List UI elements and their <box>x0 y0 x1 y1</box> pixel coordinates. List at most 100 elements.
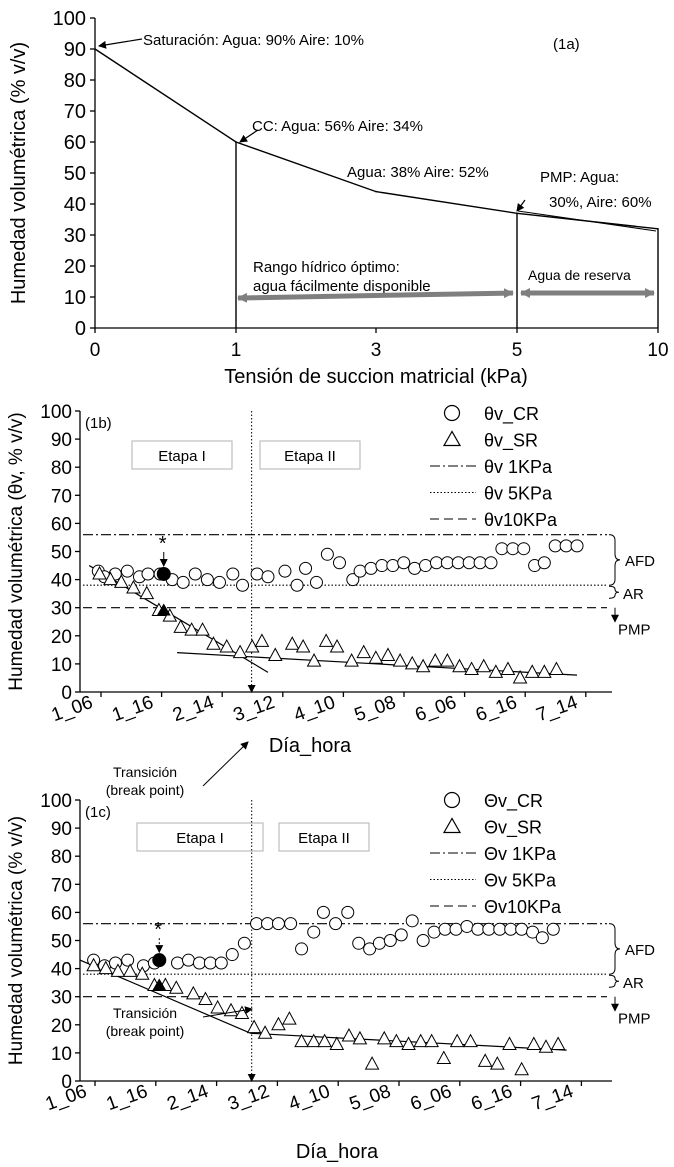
data-point <box>517 542 531 556</box>
data-point <box>261 917 275 931</box>
data-point <box>226 567 240 581</box>
chart-1b: 0 10 20 30 40 50 60 70 80 90 100 1_06 1_16 2_14 3_12 4_… <box>6 402 655 798</box>
data-point <box>299 561 313 575</box>
data-point <box>320 547 334 561</box>
legend-marker <box>443 404 461 422</box>
cc-label: CC: Agua: 56% Aire: 34% <box>252 118 423 135</box>
data-point <box>317 1033 332 1048</box>
y-tick-label: 100 <box>53 8 86 30</box>
data-point <box>290 578 304 592</box>
range-label-1: Rango hídrico óptimo: <box>253 259 400 276</box>
y-tick-label: 70 <box>64 101 86 123</box>
data-point <box>284 917 298 931</box>
y-axis-label: Humedad volumétrica (% v/v) <box>6 816 27 1065</box>
data-point <box>171 956 185 970</box>
data-point <box>122 963 138 977</box>
data-point <box>488 664 504 678</box>
data-point <box>306 1033 322 1048</box>
data-point <box>364 1056 380 1070</box>
x-tick-label: 3_12 <box>225 1081 272 1115</box>
x-axis-label: Tensión de succion matricial (kPa) <box>224 366 527 388</box>
y-tick-label: 30 <box>51 988 72 1009</box>
data-point <box>110 963 126 977</box>
data-point <box>559 539 573 553</box>
legend-label: Θv_SR <box>484 818 542 839</box>
x-axis-label: Día_hora <box>269 735 352 757</box>
data-point <box>364 561 378 575</box>
x-tick-label: 3_12 <box>231 692 278 726</box>
data-point <box>484 556 498 570</box>
y-tick-label: 90 <box>51 819 72 840</box>
x-tick-label: 10 <box>647 340 668 361</box>
data-point <box>462 556 476 570</box>
afd-label: AFD <box>625 942 655 959</box>
data-point <box>261 570 275 584</box>
data-point <box>537 556 551 570</box>
data-point <box>413 1033 429 1048</box>
afd-bracket <box>608 923 621 975</box>
y-tick-label: 90 <box>51 430 72 451</box>
data-point <box>139 585 155 600</box>
data-point <box>329 638 345 653</box>
data-point <box>429 556 443 570</box>
pmp-label: PMP <box>618 622 651 639</box>
x-tick-label: 5_08 <box>352 692 399 726</box>
data-point <box>376 1030 392 1045</box>
data-point <box>126 579 141 594</box>
data-point <box>427 653 443 667</box>
stage-1-box <box>131 440 233 470</box>
legend-label: Θv10KPa <box>484 897 562 917</box>
x-tick-label: 7_14 <box>529 1081 576 1115</box>
data-point <box>386 559 400 573</box>
legend-label: θv 1KPa <box>484 457 553 477</box>
x-tick-label: 1_06 <box>43 1081 90 1115</box>
data-point <box>210 999 225 1014</box>
highlighted-point <box>152 978 167 991</box>
legend-label: θv_SR <box>484 431 538 452</box>
data-point <box>237 936 251 950</box>
y-tick-label: 40 <box>64 194 86 216</box>
data-point <box>500 661 516 676</box>
data-point <box>203 956 217 970</box>
ar-label: AR <box>623 586 644 603</box>
data-point <box>294 1033 309 1048</box>
data-point <box>427 925 441 939</box>
range-label-2: agua fácilmente disponible <box>253 278 431 295</box>
transition-label: Transición <box>113 764 177 780</box>
data-point <box>548 539 562 553</box>
data-point <box>415 658 431 673</box>
ar-bracket <box>608 585 620 599</box>
y-tick-label: 90 <box>64 39 86 61</box>
y-tick-label: 50 <box>51 932 72 953</box>
data-point <box>307 925 321 939</box>
series-point <box>375 190 377 193</box>
data-point <box>271 1016 286 1031</box>
x-tick-label: 5_08 <box>347 1081 394 1115</box>
x-tick-label: 6_16 <box>473 692 520 726</box>
data-point <box>306 653 322 667</box>
y-tick-label: 20 <box>51 627 72 648</box>
transition-arrow <box>202 1006 253 1018</box>
data-point <box>451 556 465 570</box>
legend-marker <box>442 430 462 447</box>
data-point <box>271 917 285 931</box>
data-point <box>380 647 396 661</box>
data-point <box>92 565 107 580</box>
x-tick-label: 2_14 <box>170 692 217 726</box>
data-point <box>489 1056 505 1070</box>
data-point <box>223 1002 239 1017</box>
data-point <box>424 1033 440 1048</box>
data-point <box>257 1025 273 1039</box>
cc-arrow <box>239 129 259 143</box>
data-point <box>86 957 101 972</box>
legend-label: θv_CR <box>484 404 539 425</box>
y-tick-label: 50 <box>64 163 86 185</box>
data-point <box>213 575 226 589</box>
data-point <box>195 622 210 636</box>
data-point <box>512 669 528 684</box>
y-tick-label: 0 <box>61 1072 72 1093</box>
data-point <box>502 1036 517 1050</box>
legend-label: Θv_CR <box>484 791 543 812</box>
panel-label: (1b) <box>85 415 112 432</box>
y-tick-label: 70 <box>51 875 72 896</box>
